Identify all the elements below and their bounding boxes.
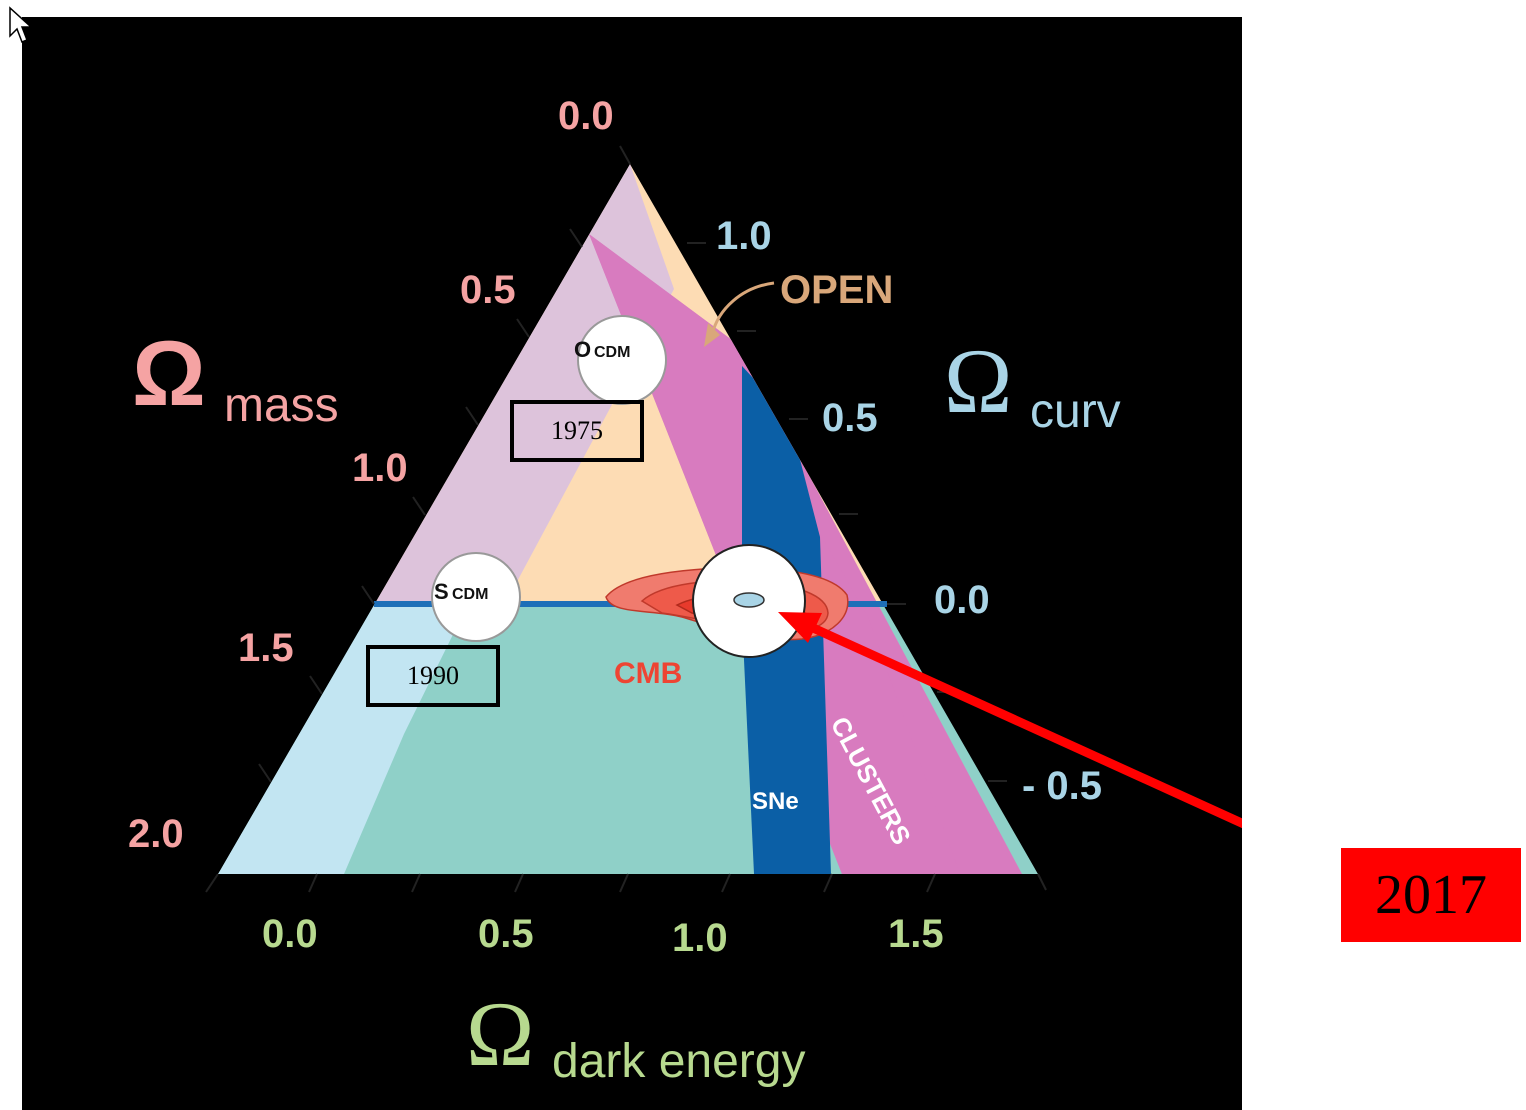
- scdm-label-small: CDM: [452, 586, 488, 603]
- open-label: OPEN: [780, 268, 893, 312]
- arrow-2017: [798, 617, 1242, 829]
- mass-subscript: mass: [224, 379, 339, 432]
- ocdm-label-big: O: [574, 337, 591, 362]
- year-1975-box: 1975: [510, 400, 644, 462]
- arrow-2017-head: [778, 612, 822, 643]
- diagram-panel: Ω mass 0.0 0.5 1.0 1.5 2.0 Ω curv 1.0 0.…: [22, 17, 1242, 1110]
- de-tick-1: 0.5: [478, 912, 534, 956]
- mass-band-light: [374, 164, 674, 604]
- open-arrow: [710, 281, 775, 336]
- mass-tick-4: 2.0: [128, 812, 184, 856]
- triangle-ticks: [205, 145, 1047, 893]
- sne-label: SNe: [752, 788, 799, 815]
- curv-tick-2: 0.0: [934, 578, 990, 622]
- mass-tick-3: 1.5: [238, 626, 294, 670]
- mass-tick-0: 0.0: [558, 94, 614, 138]
- pointer-cursor-icon: [9, 6, 32, 43]
- curv-omega-symbol: Ω: [944, 330, 1012, 432]
- de-tick-2: 1.0: [672, 916, 728, 960]
- curv-subscript: curv: [1030, 385, 1121, 438]
- scdm-label-big: S: [434, 579, 449, 604]
- curv-tick-0: 1.0: [716, 214, 772, 258]
- de-omega-symbol: Ω: [466, 983, 534, 1085]
- de-tick-3: 1.5: [888, 912, 944, 956]
- light-blue-band: [218, 604, 468, 874]
- open-arrow-head: [704, 323, 720, 347]
- year-2017-box: 2017: [1341, 848, 1521, 942]
- mass-tick-1: 0.5: [460, 268, 516, 312]
- curv-tick-3: - 0.5: [1022, 764, 1102, 808]
- curv-tick-1: 0.5: [822, 396, 878, 440]
- de-subscript: dark energy: [552, 1035, 805, 1088]
- year-1990-box: 1990: [366, 645, 500, 707]
- mass-omega-symbol: Ω: [132, 323, 206, 425]
- result-2017-ellipse: [733, 592, 765, 608]
- mass-tick-2: 1.0: [352, 446, 408, 490]
- ocdm-label-small: CDM: [594, 344, 630, 361]
- cosmic-triangle: Ω mass 0.0 0.5 1.0 1.5 2.0 Ω curv 1.0 0.…: [128, 94, 1242, 1088]
- ocdm-marker: [577, 315, 667, 405]
- scdm-marker: [431, 552, 521, 642]
- de-tick-0: 0.0: [262, 912, 318, 956]
- cmb-label: CMB: [614, 657, 682, 690]
